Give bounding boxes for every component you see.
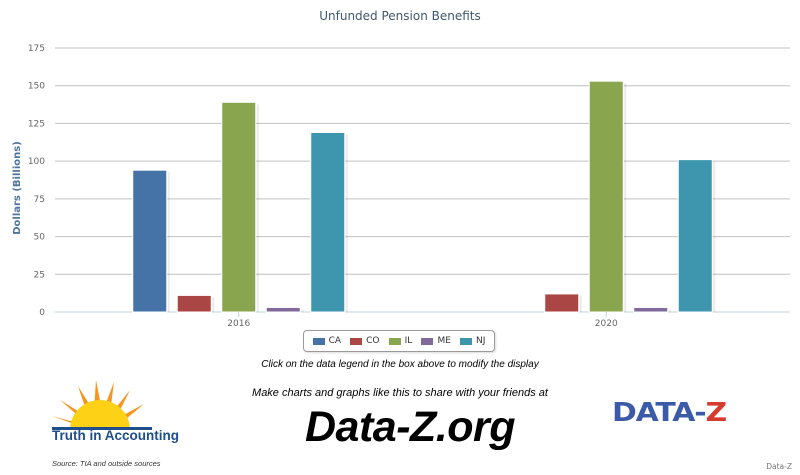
legend-item-co[interactable]: CO: [350, 336, 380, 346]
legend-item-il[interactable]: IL: [388, 336, 413, 346]
x-tick-label: 2020: [595, 319, 618, 329]
bar-co-2020[interactable]: [544, 293, 580, 313]
legend-item-me[interactable]: ME: [421, 336, 451, 346]
data-z-logo: DATA-Z: [612, 398, 728, 428]
y-axis-label: Dollars (Billions): [12, 141, 23, 235]
chart-title: Unfunded Pension Benefits: [319, 9, 481, 23]
sun-logo-icon: [52, 380, 152, 430]
bar-shadow: [212, 297, 215, 312]
bar-shadow: [624, 83, 627, 312]
legend-swatch: [350, 337, 363, 345]
y-tick-label: 25: [34, 270, 45, 280]
bar-shadow: [256, 104, 259, 313]
site-link[interactable]: Data-Z.org: [305, 403, 516, 451]
bars: [132, 80, 716, 313]
bar-ca-2016[interactable]: [132, 169, 168, 313]
bar-shadow: [345, 134, 348, 312]
legend-swatch: [421, 337, 434, 345]
instruction-text: Click on the data legend in the box abov…: [261, 359, 539, 370]
legend-label: NJ: [476, 336, 486, 346]
bar-me-2020[interactable]: [633, 306, 669, 313]
chart-legend: CA CO IL ME NJ: [303, 330, 495, 352]
bar-shadow: [713, 161, 716, 312]
x-axis-ticks: 2016 2020: [227, 312, 618, 329]
bar-il-2020[interactable]: [588, 80, 624, 313]
x-tick-label: 2016: [227, 319, 250, 329]
y-tick-label: 75: [34, 195, 45, 205]
chart-credit[interactable]: Data-Z: [766, 462, 792, 471]
data-z-logo-right: Z: [705, 398, 728, 428]
y-tick-label: 100: [28, 157, 45, 167]
bar-chart: 0 25 50 75 100 125 150 175 2016 2020 Dollars (Bi…: [12, 44, 790, 329]
y-tick-label: 150: [28, 82, 45, 92]
y-tick-label: 175: [28, 44, 45, 54]
bar-nj-2016[interactable]: [310, 131, 346, 313]
legend-item-nj[interactable]: NJ: [460, 336, 485, 346]
bar-shadow: [301, 309, 304, 312]
legend-swatch: [312, 337, 325, 345]
bar-shadow: [167, 172, 170, 312]
bar-me-2016[interactable]: [265, 306, 301, 313]
data-z-logo-left: DATA-: [612, 398, 707, 428]
source-text: Source: TIA and outside sources: [52, 459, 161, 468]
legend-label: CA: [328, 336, 342, 346]
bar-co-2016[interactable]: [176, 294, 212, 313]
gridlines: [55, 47, 790, 313]
legend-label: ME: [437, 336, 451, 346]
y-tick-label: 0: [39, 308, 45, 318]
bar-shadow: [579, 295, 582, 312]
y-axis-ticks: 0 25 50 75 100 125 150 175: [28, 44, 45, 318]
tia-logo-text: Truth in Accounting: [52, 428, 179, 443]
legend-swatch: [388, 337, 401, 345]
bar-nj-2020[interactable]: [677, 159, 713, 313]
legend-label: CO: [366, 336, 380, 346]
y-tick-label: 50: [34, 233, 46, 243]
legend-label: IL: [404, 336, 413, 346]
y-tick-label: 125: [28, 119, 45, 129]
legend-swatch: [460, 337, 473, 345]
bar-shadow: [668, 309, 671, 312]
bar-il-2016[interactable]: [221, 101, 257, 313]
promo-text: Make charts and graphs like this to shar…: [252, 387, 548, 399]
legend-item-ca[interactable]: CA: [312, 336, 342, 346]
